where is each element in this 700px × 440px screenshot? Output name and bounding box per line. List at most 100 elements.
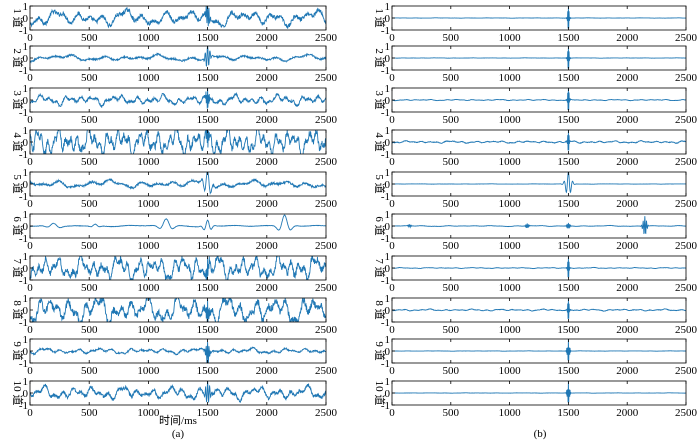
x-tick-label: 1000 — [137, 282, 160, 294]
channel-label: 1 道 — [373, 8, 387, 27]
x-tick-label: 1000 — [137, 198, 160, 210]
x-tick-label: 1500 — [197, 324, 220, 336]
y-tick-label: 0 — [385, 137, 391, 149]
channel-label: 2 道 — [373, 48, 387, 67]
trace-signal-line — [392, 172, 686, 194]
x-tick-label: 2500 — [675, 407, 698, 419]
x-tick-label: 2500 — [675, 324, 698, 336]
x-tick-label: 500 — [81, 72, 98, 84]
x-tick-label: 2500 — [315, 114, 338, 126]
y-tick-label: 0 — [23, 179, 29, 191]
x-tick-label: 1500 — [557, 240, 580, 252]
x-tick-label: 1500 — [197, 156, 220, 168]
channel-label: 7 道 — [11, 258, 25, 277]
y-tick-label: -1 — [19, 358, 28, 370]
channel-label: 2 道 — [11, 48, 25, 67]
x-tick-label: 1000 — [137, 114, 160, 126]
panel-caption-a: (a) — [172, 428, 185, 440]
x-tick-label: 1500 — [197, 365, 220, 377]
x-tick-label: 0 — [389, 198, 395, 210]
x-tick-label: 2000 — [256, 407, 279, 419]
x-tick-label: 0 — [389, 282, 395, 294]
x-tick-label: 500 — [81, 282, 98, 294]
x-tick-label: 500 — [81, 198, 98, 210]
x-tick-label: 0 — [389, 324, 395, 336]
x-tick-label: 0 — [389, 240, 395, 252]
trace-signal-line — [392, 216, 686, 235]
x-tick-label: 2500 — [675, 365, 698, 377]
x-tick-label: 500 — [443, 72, 460, 84]
x-tick-label: 1000 — [137, 72, 160, 84]
y-tick-label: 1 — [385, 167, 391, 179]
y-tick-label: 0 — [385, 221, 391, 233]
y-tick-label: -1 — [19, 275, 28, 287]
y-tick-label: 0 — [385, 13, 391, 25]
y-tick-label: -1 — [19, 317, 28, 329]
x-tick-label: 0 — [27, 114, 33, 126]
y-tick-label: 1 — [23, 251, 29, 263]
x-tick-label: 0 — [389, 407, 395, 419]
channel-label: 3 道 — [373, 90, 387, 109]
x-tick-label: 2000 — [616, 365, 639, 377]
y-tick-label: 1 — [385, 376, 391, 388]
x-tick-label: 2000 — [616, 156, 639, 168]
y-tick-label: 0 — [23, 346, 29, 358]
x-tick-label: 0 — [389, 32, 395, 44]
trace-signal-line — [30, 130, 326, 154]
trace-signal-line — [30, 6, 326, 29]
y-tick-label: 1 — [23, 334, 29, 346]
x-tick-label: 0 — [27, 282, 33, 294]
x-tick-label: 2500 — [675, 72, 698, 84]
x-tick-label: 1500 — [557, 407, 580, 419]
y-tick-label: -1 — [381, 149, 390, 161]
x-tick-label: 0 — [27, 365, 33, 377]
channel-label: 3 道 — [11, 90, 25, 109]
x-tick-label: 2000 — [616, 407, 639, 419]
x-tick-label: 2500 — [315, 365, 338, 377]
x-tick-label: 1000 — [137, 324, 160, 336]
channel-label: 10 道 — [373, 381, 387, 406]
y-tick-label: -1 — [381, 400, 390, 412]
y-tick-label: -1 — [381, 191, 390, 203]
y-tick-label: -1 — [19, 107, 28, 119]
x-tick-label: 2000 — [256, 240, 279, 252]
y-tick-label: 0 — [385, 179, 391, 191]
x-tick-label: 500 — [81, 365, 98, 377]
x-tick-label: 1500 — [557, 198, 580, 210]
channel-label: 4 道 — [11, 132, 25, 151]
y-tick-label: -1 — [381, 317, 390, 329]
x-tick-label: 1500 — [197, 114, 220, 126]
y-tick-label: 1 — [23, 83, 29, 95]
y-tick-label: 1 — [23, 41, 29, 53]
x-tick-label: 1500 — [557, 114, 580, 126]
y-tick-label: 0 — [385, 53, 391, 65]
x-tick-label: 2500 — [315, 282, 338, 294]
y-tick-label: 1 — [385, 209, 391, 221]
x-tick-label: 2000 — [616, 114, 639, 126]
x-tick-label: 500 — [81, 114, 98, 126]
x-tick-label: 500 — [443, 282, 460, 294]
y-tick-label: -1 — [381, 65, 390, 77]
x-tick-label: 2500 — [675, 32, 698, 44]
x-tick-label: 1000 — [137, 32, 160, 44]
trace-signal-line — [392, 257, 686, 278]
x-tick-label: 2000 — [616, 72, 639, 84]
y-tick-label: -1 — [19, 65, 28, 77]
x-tick-label: 1500 — [197, 407, 220, 419]
x-tick-label: 2000 — [616, 324, 639, 336]
channel-label: 6 道 — [373, 216, 387, 235]
trace-signal-line — [392, 381, 686, 403]
x-tick-label: 500 — [443, 324, 460, 336]
x-tick-label: 500 — [443, 240, 460, 252]
trace-signal-line — [392, 88, 686, 111]
x-tick-label: 2000 — [616, 198, 639, 210]
x-tick-label: 2500 — [675, 282, 698, 294]
